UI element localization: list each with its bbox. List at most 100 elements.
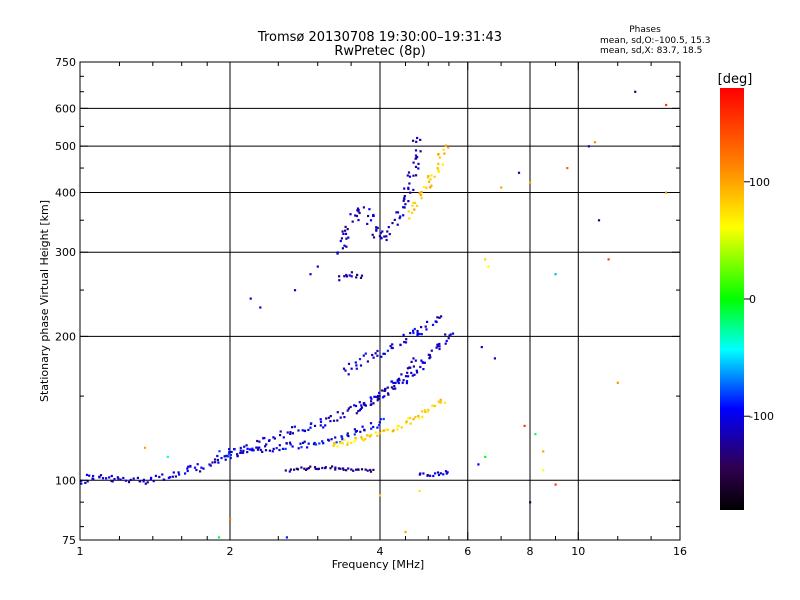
echo-point (409, 416, 412, 420)
echo-point (281, 447, 285, 450)
echo-point (354, 404, 358, 408)
echo-point (370, 403, 373, 406)
echo-point (214, 461, 217, 464)
echo-point (424, 325, 427, 328)
echo-point (412, 365, 415, 368)
echo-point (444, 342, 447, 345)
echo-point (378, 234, 381, 238)
echo-point (352, 469, 355, 472)
echo-point (480, 346, 483, 349)
echo-point (364, 352, 367, 355)
echo-point (407, 210, 410, 213)
echo-point (88, 474, 91, 477)
echo-point (436, 166, 439, 170)
echo-point (436, 471, 440, 474)
echo-point (422, 361, 425, 364)
echo-point (105, 477, 108, 480)
echo-point (390, 346, 393, 350)
echo-point (381, 389, 384, 392)
echo-point (318, 442, 321, 445)
echo-point (119, 478, 122, 481)
echo-point (272, 436, 275, 439)
echo-point (415, 174, 418, 177)
echo-point (334, 468, 337, 471)
echo-point (340, 237, 343, 240)
echo-point (264, 445, 267, 448)
echo-point (405, 380, 409, 383)
echo-point (248, 448, 251, 451)
echo-point (412, 201, 415, 204)
echo-point (417, 162, 420, 165)
echo-point (382, 352, 385, 355)
echo-point (353, 404, 356, 407)
echo-point (418, 489, 421, 493)
echo-point (369, 219, 373, 222)
echo-point (346, 228, 349, 231)
echo-point (142, 478, 145, 481)
echo-point (278, 448, 281, 452)
echo-point (335, 441, 338, 444)
echo-point (196, 463, 199, 466)
echo-point (381, 230, 384, 233)
echo-point (161, 473, 164, 476)
echo-point (353, 433, 356, 436)
echo-point (316, 265, 319, 268)
echo-point (392, 387, 395, 390)
echo-point (251, 449, 254, 452)
echo-point (110, 474, 113, 478)
echo-point (409, 332, 412, 335)
phase-box-heading: Phases (629, 25, 661, 35)
echo-point (375, 226, 378, 229)
echo-point (357, 410, 360, 413)
echo-point (517, 171, 521, 174)
echo-point (376, 396, 379, 399)
echo-point (327, 416, 330, 419)
echo-point (444, 333, 447, 336)
echo-point (409, 191, 412, 194)
echo-point (414, 154, 418, 157)
echo-point (441, 163, 444, 166)
echo-point (436, 316, 439, 319)
echo-point (242, 449, 245, 452)
echo-point (362, 439, 365, 442)
echo-point (370, 397, 373, 400)
echo-point (339, 467, 342, 470)
echo-point (376, 434, 379, 437)
echo-point (346, 441, 350, 444)
echo-point (370, 400, 373, 403)
echo-point (413, 201, 416, 204)
echo-point (322, 426, 325, 429)
echo-point (278, 444, 281, 447)
echo-point (350, 441, 353, 445)
echo-point (430, 349, 433, 352)
echo-point (451, 332, 455, 335)
echo-point (566, 167, 569, 170)
echo-point (375, 229, 378, 232)
echo-point (396, 428, 399, 431)
echo-point (297, 447, 300, 450)
echo-point (307, 442, 310, 445)
echo-point (414, 149, 418, 152)
echo-point (484, 258, 487, 261)
echo-point (376, 226, 379, 230)
echo-point (542, 469, 545, 472)
colorbar-unit-label: [deg] (718, 72, 753, 87)
echo-point (413, 208, 416, 211)
echo-point (366, 469, 369, 472)
echo-point (229, 454, 232, 457)
echo-point (111, 480, 114, 483)
echo-point (350, 367, 353, 370)
echo-point (423, 361, 426, 364)
echo-point (386, 349, 389, 352)
echo-point (353, 440, 356, 443)
y-tick-label: 200 (55, 330, 76, 343)
echo-point (487, 265, 490, 268)
echo-point (309, 273, 312, 276)
echo-point (345, 245, 348, 248)
echo-point (390, 386, 393, 389)
echo-point (362, 206, 365, 209)
echo-point (267, 439, 271, 442)
echo-point (360, 468, 364, 471)
echo-point (92, 474, 95, 478)
echo-point (177, 471, 180, 474)
